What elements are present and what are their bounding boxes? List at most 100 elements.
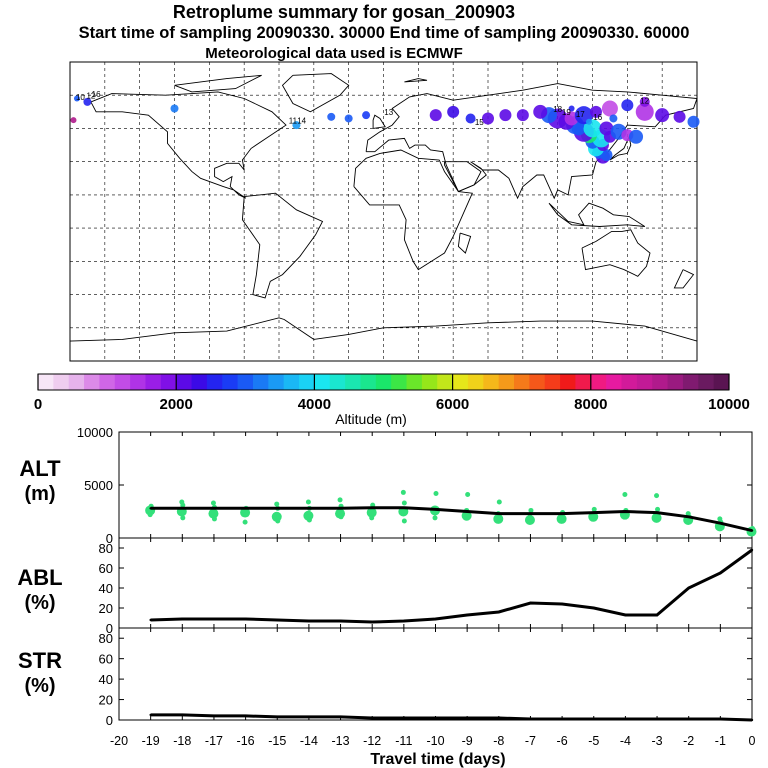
series-point: [655, 717, 659, 721]
y-tick-label: 0: [106, 713, 113, 728]
coastline-arctic-islands: [174, 74, 262, 93]
colorbar-swatch: [606, 374, 623, 390]
met-data-note: Meteorological data used is ECMWF: [205, 45, 463, 62]
colorbar-swatch: [667, 374, 684, 390]
alt-distribution-point: [654, 493, 660, 499]
series-point: [465, 510, 469, 513]
coastline-australia: [581, 229, 651, 277]
y-tick-label: 0: [106, 531, 113, 546]
colorbar-swatch: [498, 374, 515, 390]
series-point: [181, 713, 184, 717]
plume-dot: [629, 129, 644, 144]
x-axis: -20 -19 -18 -17 -16 -15 -14 -13 -12 -11 -10 -9 -8 -7-…: [110, 734, 756, 768]
series-point: [402, 716, 406, 720]
y-tick-label: 60: [99, 561, 113, 576]
x-tick-label: -16: [237, 734, 255, 748]
colorbar-swatch: [145, 374, 162, 390]
plume-dot: [533, 104, 548, 119]
colorbar-swatch: [391, 374, 408, 390]
x-tick-label: -15: [268, 734, 286, 748]
series-point: [750, 529, 754, 532]
alt-distribution-point: [717, 516, 723, 522]
alt-distribution-point: [210, 500, 216, 506]
colorbar-swatch: [682, 374, 699, 390]
plume-dot: [447, 105, 460, 118]
y-tick-label: 20: [99, 693, 113, 708]
colorbar-swatch: [636, 374, 653, 390]
colorbar-swatch: [575, 374, 592, 390]
alt-distribution-point: [591, 506, 597, 512]
series-point: [719, 571, 722, 575]
alt-distribution-point: [655, 506, 661, 512]
alt-distribution-point: [338, 514, 344, 520]
series-point: [276, 715, 279, 719]
plume-dot: [499, 109, 512, 122]
colorbar-swatch: [544, 374, 561, 390]
alt-distribution-point: [180, 515, 186, 521]
alt-distribution-point: [461, 510, 472, 521]
coastline-eurasia: [365, 83, 698, 200]
y-tick-label: 60: [99, 652, 113, 667]
series-point: [149, 507, 152, 510]
series-point: [212, 617, 216, 621]
colorbar-swatch: [99, 374, 116, 390]
coastline-greenland: [281, 73, 350, 113]
coastline-japan: [609, 135, 632, 161]
series-line-alt: [150, 506, 753, 533]
y-tick-label: 10000: [77, 425, 113, 440]
series-point: [750, 718, 754, 722]
series-point: [181, 617, 184, 621]
alt-distribution-point: [496, 499, 502, 505]
series-line-str: [150, 713, 753, 722]
plume-day-label: 19: [562, 108, 571, 117]
y-tick-label: 80: [99, 541, 113, 556]
alt-distribution-point: [337, 497, 343, 503]
alt-distribution-point: [147, 512, 153, 518]
series-point: [655, 613, 659, 617]
chart-title: Retroplume summary for gosan_200903: [172, 2, 516, 22]
plume-dot: [70, 117, 77, 124]
colorbar-tick-label: 0: [34, 396, 42, 413]
y-tick-label: 80: [99, 631, 113, 646]
colorbar: 0 2000 4000 6000 8000 10000 Altitude (m): [34, 373, 750, 427]
colorbar-swatch: [176, 374, 193, 390]
series-point: [465, 716, 469, 720]
x-tick-label: -17: [205, 734, 223, 748]
colorbar-swatch: [299, 374, 315, 390]
panel-ylabel: ALT (m): [19, 456, 61, 505]
plume-dot: [362, 111, 371, 120]
colorbar-swatch: [375, 374, 392, 390]
series-point: [719, 717, 722, 721]
alt-distribution-point: [306, 517, 312, 523]
alt-distribution-point: [527, 514, 533, 520]
colorbar-swatch: [114, 374, 131, 390]
series-point: [149, 713, 152, 717]
x-tick-label: -20: [110, 734, 128, 748]
colorbar-axis-label: Altitude (m): [335, 411, 407, 427]
series-point: [497, 610, 500, 614]
series-point: [560, 717, 564, 721]
alt-distribution-point: [465, 492, 471, 498]
plume-day-label: 14: [297, 116, 306, 125]
plume-dot: [601, 100, 618, 117]
colorbar-swatch: [283, 374, 300, 390]
series-point: [339, 507, 342, 510]
panel-str: 0 20 40 60 80 STR (%): [18, 627, 754, 728]
alt-distribution-point: [433, 490, 439, 496]
alt-distribution-point: [208, 508, 219, 519]
series-point: [497, 512, 500, 515]
colorbar-swatch: [467, 374, 484, 390]
plume-dot: [568, 105, 575, 112]
plume-dot: [482, 112, 494, 125]
alt-distribution-point: [524, 514, 535, 525]
alt-distribution-point: [493, 513, 504, 524]
plume-dot: [609, 114, 618, 123]
series-point: [307, 715, 311, 719]
series-point: [371, 506, 374, 509]
alt-distribution-point: [275, 518, 281, 524]
plume-day-label: 10: [76, 93, 85, 102]
series-point: [497, 716, 500, 720]
colorbar-tick-label: 8000: [574, 396, 607, 413]
plume-dot: [327, 112, 336, 121]
coastline-svalbard: [404, 78, 428, 83]
